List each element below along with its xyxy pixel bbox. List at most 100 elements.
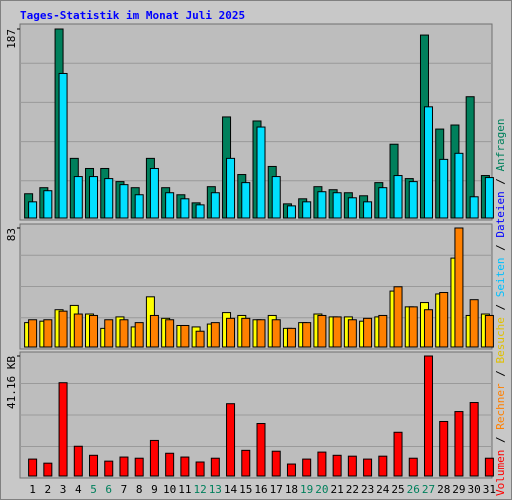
x-tick-label: 15	[239, 483, 252, 496]
bar	[363, 317, 373, 348]
bar	[271, 319, 281, 348]
bar	[28, 458, 38, 477]
bar	[439, 158, 449, 219]
legend-separator: /	[494, 171, 507, 191]
x-tick-label: 3	[60, 483, 67, 496]
bar	[43, 319, 53, 348]
bar	[454, 411, 464, 477]
bar	[104, 178, 114, 219]
bar	[469, 299, 479, 348]
x-tick-label: 19	[300, 483, 313, 496]
bar	[134, 457, 144, 477]
legend-entry: Seiten	[494, 258, 507, 298]
x-tick-label: 11	[178, 483, 191, 496]
bar	[195, 330, 205, 348]
legend-separator: /	[494, 430, 507, 450]
bar	[28, 319, 38, 348]
x-tick-label: 28	[437, 483, 450, 496]
bar	[165, 319, 175, 348]
bar	[378, 455, 388, 477]
x-tick-label: 24	[376, 483, 390, 496]
bar	[104, 460, 114, 477]
bar	[256, 423, 266, 477]
bar	[149, 439, 159, 477]
x-tick-label: 26	[407, 483, 420, 496]
bar	[180, 456, 190, 477]
bar	[149, 167, 159, 219]
bar	[165, 452, 175, 477]
x-tick-label: 8	[136, 483, 143, 496]
x-tick-label: 1	[29, 483, 36, 496]
bar	[302, 201, 312, 219]
bar	[134, 194, 144, 219]
bar	[104, 319, 114, 348]
x-tick-label: 14	[224, 483, 238, 496]
bar	[180, 198, 190, 219]
bar	[423, 106, 433, 219]
bar	[484, 177, 494, 219]
legend-entry: Besuche	[494, 317, 507, 363]
bar	[393, 175, 403, 219]
bar	[134, 322, 144, 348]
x-tick-label: 12	[193, 483, 206, 496]
bar	[28, 201, 38, 219]
x-tick-label: 21	[331, 483, 344, 496]
bar	[119, 319, 129, 348]
bar	[363, 201, 373, 219]
bar	[180, 324, 190, 348]
bar	[226, 317, 236, 348]
x-tick-label: 2	[45, 483, 52, 496]
bar	[484, 314, 494, 348]
bar	[317, 191, 327, 219]
bar	[149, 314, 159, 348]
bar	[241, 182, 251, 219]
bar	[347, 197, 357, 219]
x-tick-label: 10	[163, 483, 176, 496]
x-tick-label: 30	[468, 483, 481, 496]
bar	[241, 449, 251, 477]
x-tick-label: 7	[121, 483, 128, 496]
bar	[210, 192, 220, 219]
bar	[469, 196, 479, 219]
bar	[58, 310, 68, 348]
x-tick-label: 13	[209, 483, 222, 496]
bar	[302, 458, 312, 477]
bar	[286, 463, 296, 477]
x-tick-label: 9	[151, 483, 158, 496]
bar	[119, 456, 129, 477]
bar	[317, 451, 327, 477]
bar	[363, 458, 373, 477]
bar	[347, 319, 357, 348]
x-tick-label: 4	[75, 483, 82, 496]
x-tick-label: 31	[483, 483, 496, 496]
bar	[332, 316, 342, 348]
bar	[439, 292, 449, 348]
bar	[256, 126, 266, 219]
x-tick-label: 23	[361, 483, 374, 496]
y-tick-label: 41.16 KB	[5, 356, 18, 409]
bar	[89, 314, 99, 348]
bar	[195, 204, 205, 219]
bar	[271, 450, 281, 477]
bar	[89, 176, 99, 219]
bar	[89, 454, 99, 477]
x-tick-label: 16	[254, 483, 267, 496]
bar	[119, 184, 129, 219]
bar	[241, 317, 251, 348]
x-tick-label: 27	[422, 483, 435, 496]
bar	[332, 454, 342, 477]
bar	[286, 327, 296, 348]
bar	[226, 157, 236, 219]
legend-entry: Dateien	[494, 191, 507, 237]
bar	[73, 313, 83, 348]
bar	[393, 286, 403, 348]
bar	[454, 227, 464, 348]
legend-entry: Rechner	[494, 383, 507, 430]
bar	[317, 314, 327, 348]
bar	[332, 192, 342, 219]
legend-separator: /	[494, 238, 507, 258]
x-tick-label: 5	[90, 483, 97, 496]
bar	[439, 420, 449, 477]
x-tick-label: 29	[452, 483, 465, 496]
